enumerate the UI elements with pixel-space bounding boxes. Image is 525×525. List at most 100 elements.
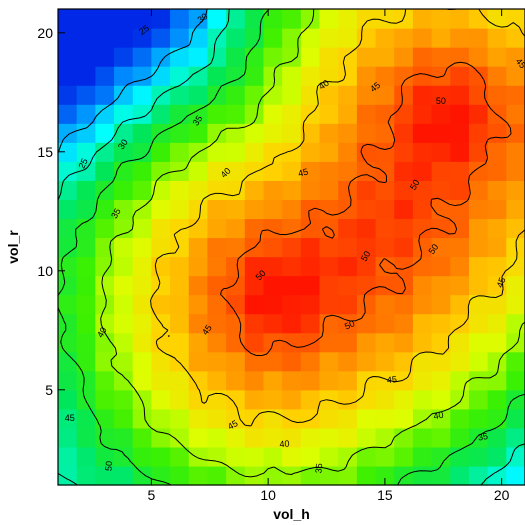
heatmap-cell [282,389,302,410]
heatmap-cell [394,256,414,277]
heatmap-cell [188,408,209,429]
heatmap-cell [76,85,96,105]
heatmap-cell [338,218,358,239]
heatmap-cell [207,313,227,334]
heatmap-cell [487,161,507,181]
heatmap-cell [468,465,489,486]
heatmap-cell [207,256,227,277]
heatmap-cell [58,123,78,143]
heatmap-cell [338,256,358,277]
contour-label: 40 [317,78,331,92]
heatmap-cell [170,332,190,353]
heatmap-cell [95,85,115,105]
heatmap-cell [338,28,358,48]
heatmap-cell [263,275,283,296]
heatmap-cell [95,275,115,296]
heatmap-cell [188,199,209,220]
heatmap-cell [76,294,96,315]
heatmap-cell [226,351,246,372]
heatmap-cell [132,218,152,239]
heatmap-cell [468,275,489,296]
heatmap-cell [431,427,451,448]
heatmap-cell [468,370,489,391]
heatmap-cell [468,294,489,315]
heatmap-cell [170,104,190,124]
heatmap-cell [412,275,433,296]
contour-line-50 [220,61,512,356]
heatmap-cell [263,237,283,258]
heatmap-cell [300,408,321,429]
heatmap-cell [431,123,451,143]
heatmap-cell [450,123,470,143]
heatmap-cell [300,85,321,105]
heatmap-cell [487,85,507,105]
heatmap-cell [300,427,321,448]
heatmap-cell [226,465,246,486]
heatmap-cell [244,28,265,48]
heatmap-cell [132,47,152,67]
heatmap-cell [151,104,171,124]
contour-label: 50 [436,96,446,106]
heatmap-cell [95,256,115,277]
heatmap-cell [226,237,246,258]
heatmap-cell [151,9,171,29]
heatmap-cell [487,351,507,372]
heatmap-cell [114,275,134,296]
heatmap-cell [394,104,414,124]
heatmap-cell [207,427,227,448]
heatmap-cell [431,218,451,239]
heatmap-cell [468,446,489,467]
heatmap-cell [170,237,190,258]
heatmap-cell [375,180,395,200]
contour-label-text: 25 [137,23,151,37]
heatmap-cell [319,180,339,200]
heatmap-cell [338,199,358,220]
heatmap-cell [338,465,358,486]
heatmap-cell [506,180,525,200]
heatmap-cell [170,256,190,277]
heatmap-cell [263,66,283,86]
heatmap-cell [151,256,171,277]
heatmap-cell [375,408,395,429]
contour-lines [57,8,525,486]
heatmap-cell [132,123,152,143]
heatmap-cell [412,313,433,334]
heatmap-cell [207,218,227,239]
heatmap-cell [468,161,489,181]
heatmap-cell [356,180,377,200]
heatmap-cell [170,275,190,296]
heatmap-cell [114,28,134,48]
heatmap-cell [226,332,246,353]
heatmap-cell [319,47,339,67]
heatmap-cell [487,427,507,448]
heatmap-cell [95,427,115,448]
heatmap-cell [506,66,525,86]
heatmap-cell [319,370,339,391]
heatmap-cell [188,161,209,181]
heatmap-cell [207,104,227,124]
heatmap-cell [263,370,283,391]
heatmap-cell [114,66,134,86]
heatmap-cell [207,294,227,315]
heatmap-cell [450,104,470,124]
heatmap-cell [319,123,339,143]
heatmap-cell [319,427,339,448]
heatmap-cell [226,142,246,162]
heatmap-cell [356,332,377,353]
heatmap-cell [487,47,507,67]
heatmap-cell [356,427,377,448]
contour-label-text: 50 [343,318,356,331]
x-tick-label: 5 [148,487,156,503]
heatmap-cell [226,256,246,277]
heatmap-cell [487,256,507,277]
heatmap-cell [95,47,115,67]
heatmap-cell [319,446,339,467]
heatmap-cell [356,28,377,48]
heatmap-cell [375,427,395,448]
heatmap-cell [300,66,321,86]
heatmap-cell [226,370,246,391]
heatmap-cell [170,427,190,448]
contour-label-text: 50 [359,249,373,263]
heatmap-cell [188,294,209,315]
